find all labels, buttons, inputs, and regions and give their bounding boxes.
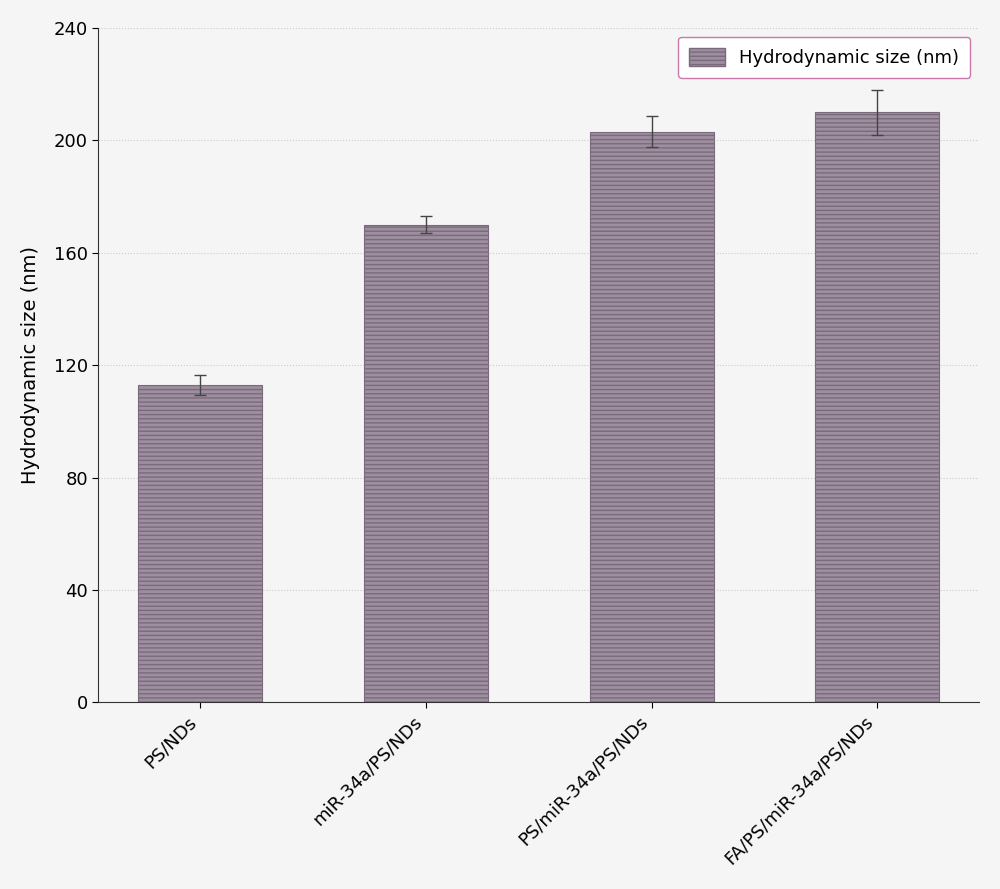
Bar [815, 112, 939, 702]
Bar [590, 132, 714, 702]
Legend: Hydrodynamic size (nm): Hydrodynamic size (nm) [678, 36, 970, 78]
Bar [364, 225, 488, 702]
Bar [138, 385, 262, 702]
Y-axis label: Hydrodynamic size (nm): Hydrodynamic size (nm) [21, 246, 40, 485]
